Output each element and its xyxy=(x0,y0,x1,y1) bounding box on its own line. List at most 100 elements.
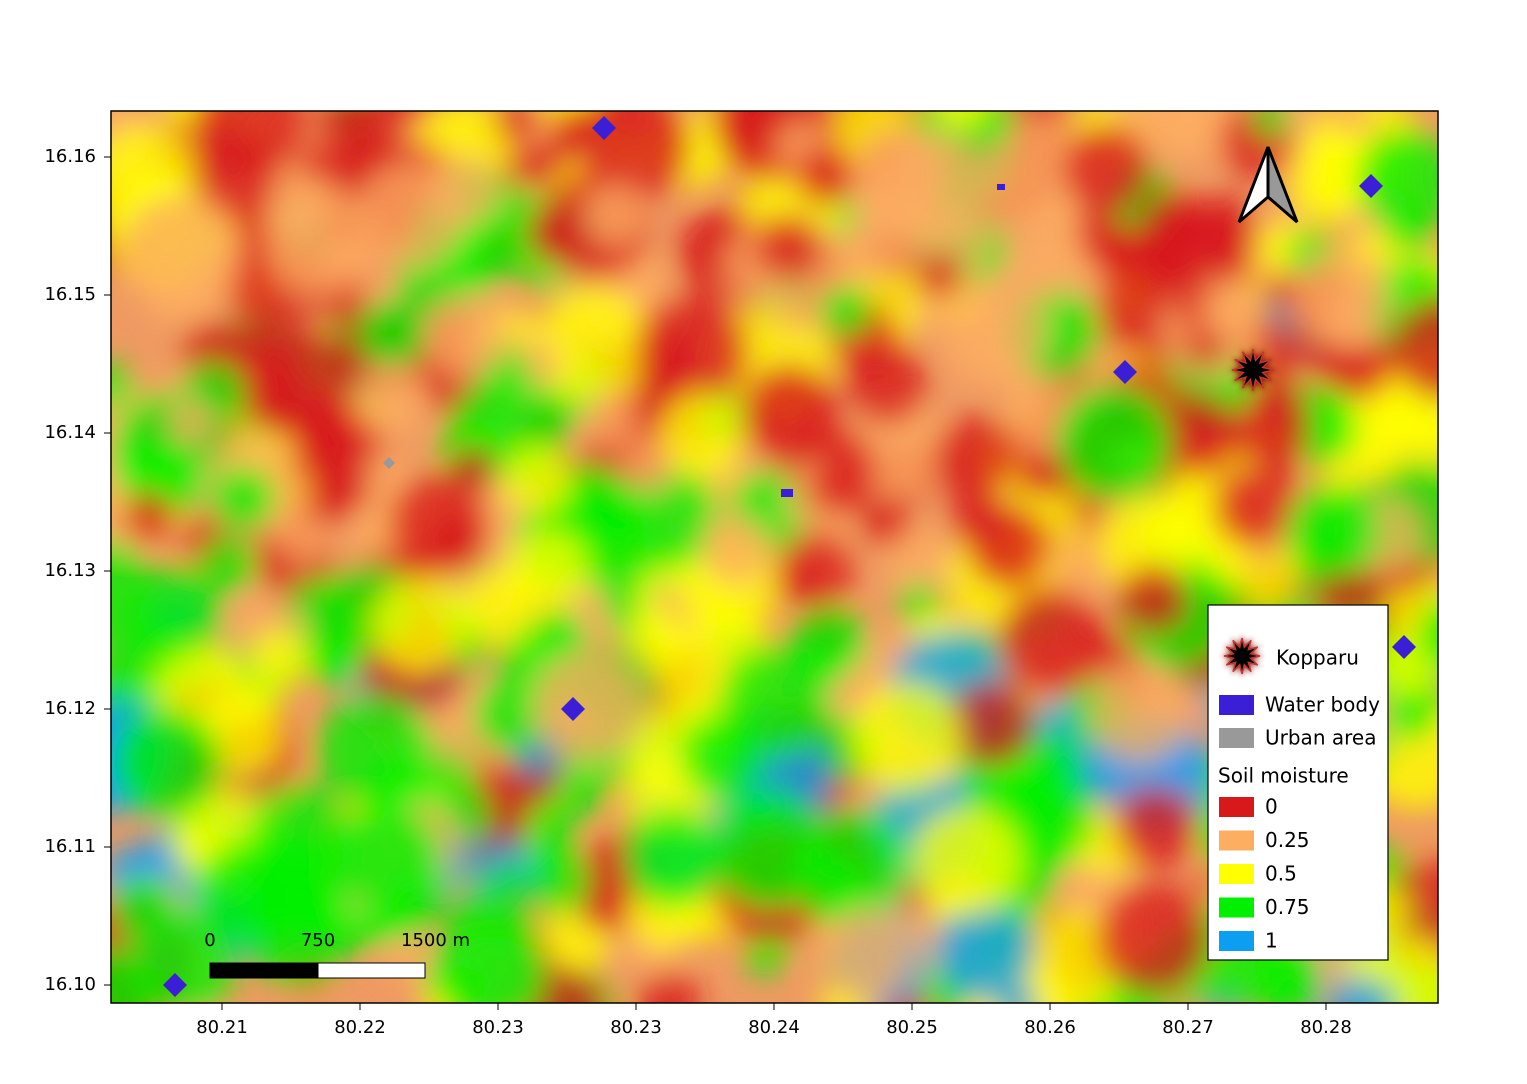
raster-blob xyxy=(502,446,572,516)
raster-blob xyxy=(525,203,585,263)
north-arrow xyxy=(1237,146,1299,224)
raster-blob xyxy=(488,863,526,901)
legend-swatch xyxy=(1219,830,1254,851)
raster-blob xyxy=(619,468,719,568)
raster-blob xyxy=(1056,384,1173,501)
raster-blob xyxy=(444,966,488,1003)
legend: Soil moisture Kopparu Water body Urban are… xyxy=(1207,604,1389,961)
water-body xyxy=(592,116,616,140)
x-tick-label: 80.28 xyxy=(1300,1017,1352,1038)
water-body xyxy=(997,184,1005,190)
legend-label: Urban area xyxy=(1265,726,1376,750)
legend-label: 0.75 xyxy=(1265,895,1310,919)
raster-blob xyxy=(1285,485,1378,578)
y-tick-label: 16.13 xyxy=(44,560,96,581)
y-tick-label: 16.15 xyxy=(44,284,96,305)
legend-symbol xyxy=(1223,637,1261,675)
scale-bar-label: 0 xyxy=(204,930,215,951)
raster-blob xyxy=(842,210,911,278)
raster-blob xyxy=(111,946,161,1003)
x-tick-label: 80.23 xyxy=(472,1017,524,1038)
raster-blob xyxy=(778,531,856,609)
legend-label: 0.5 xyxy=(1265,862,1297,886)
raster-field xyxy=(111,111,1438,1003)
raster-blob xyxy=(739,363,839,463)
raster-blob xyxy=(1190,193,1258,261)
legend-label: 0.25 xyxy=(1265,828,1310,852)
raster-blob xyxy=(624,810,722,909)
raster-blob xyxy=(935,902,1035,1002)
raster-blob xyxy=(309,632,362,686)
raster xyxy=(111,111,1438,1003)
raster-blob xyxy=(756,214,823,281)
raster-blob xyxy=(356,160,465,270)
legend-title: Soil moisture xyxy=(1218,764,1349,788)
raster-blob xyxy=(212,467,276,531)
y-tick-label: 16.14 xyxy=(44,422,96,443)
x-tick-label: 80.25 xyxy=(886,1017,938,1038)
scale-bar-white xyxy=(317,962,426,979)
raster-blob xyxy=(979,115,1099,235)
raster-blob xyxy=(1391,296,1438,401)
raster-blob xyxy=(167,397,216,446)
raster-blob xyxy=(1391,698,1434,741)
raster-blob xyxy=(790,810,908,928)
raster-blob xyxy=(111,875,177,942)
raster-blob xyxy=(699,513,771,584)
raster-blob xyxy=(795,147,854,206)
raster-blob xyxy=(315,111,376,148)
raster-blob xyxy=(111,539,152,636)
raster-blob xyxy=(745,939,782,976)
raster-blob xyxy=(820,286,872,337)
raster-blob xyxy=(427,512,487,572)
raster-blob xyxy=(917,253,962,299)
raster-blob xyxy=(995,766,1096,868)
raster-blob xyxy=(937,277,1045,385)
raster-blob xyxy=(1326,111,1370,135)
x-tick-label: 80.26 xyxy=(1024,1017,1076,1038)
scale-bar-label: 750 xyxy=(301,930,335,951)
raster-blob xyxy=(858,494,911,548)
legend-label: Water body xyxy=(1265,693,1380,717)
raster-blob xyxy=(111,363,133,409)
raster-blob xyxy=(1237,394,1312,469)
raster-blob xyxy=(997,587,1106,695)
raster-blob xyxy=(634,293,750,409)
raster-blob xyxy=(461,570,536,645)
y-tick-label: 16.10 xyxy=(44,974,96,995)
x-tick-label: 80.24 xyxy=(748,1017,800,1038)
raster-blob xyxy=(1061,124,1151,214)
raster-blob xyxy=(1356,128,1438,231)
raster-blob xyxy=(358,299,428,368)
raster-blob xyxy=(249,629,309,689)
raster-blob xyxy=(1289,245,1392,348)
raster-blob xyxy=(556,111,598,147)
raster-blob xyxy=(1138,190,1211,263)
raster-blob xyxy=(660,392,745,477)
y-tick-label: 16.11 xyxy=(44,836,96,857)
legend-swatch xyxy=(1219,797,1254,817)
raster-blob xyxy=(354,361,429,436)
raster-blob xyxy=(1118,564,1189,635)
raster-blob xyxy=(123,490,174,541)
legend-swatch xyxy=(1219,864,1254,884)
raster-blob xyxy=(193,111,311,175)
raster-blob xyxy=(423,292,512,381)
scale-bar-label: 1500 m xyxy=(401,930,470,951)
x-tick-label: 80.21 xyxy=(196,1017,248,1038)
raster-blob xyxy=(541,609,585,652)
water-body xyxy=(1392,635,1416,659)
raster-blob xyxy=(1097,882,1211,996)
raster-blob xyxy=(966,504,1050,589)
raster-blob xyxy=(242,873,353,984)
water-body xyxy=(561,697,585,721)
raster-blob xyxy=(680,715,763,798)
raster-blob xyxy=(578,111,691,202)
legend-label: 0 xyxy=(1265,795,1278,819)
raster-blob xyxy=(334,805,440,911)
raster-blob xyxy=(850,681,963,794)
raster-blob xyxy=(935,111,988,130)
y-tick-label: 16.12 xyxy=(44,698,96,719)
raster-blob xyxy=(496,111,536,139)
